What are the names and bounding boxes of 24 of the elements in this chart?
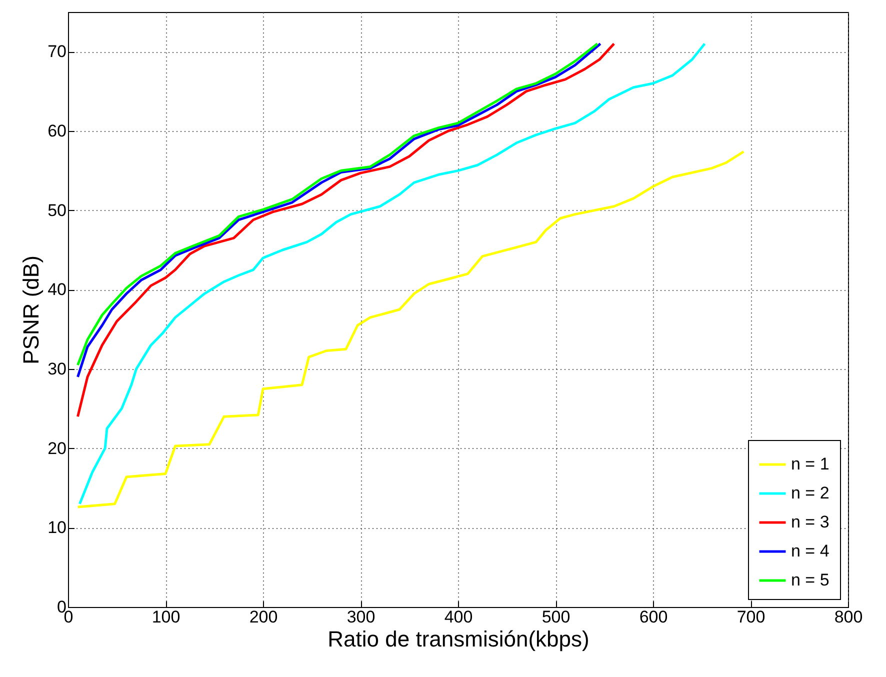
line-series [76,150,745,508]
x-tick-label: 700 [736,608,766,626]
x-tick-label: 200 [249,608,278,626]
x-tick-label: 300 [346,608,376,626]
y-tick-label: 60 [48,122,66,140]
x-tick-label: 500 [542,608,570,626]
x-tick-label: 800 [834,608,863,626]
x-axis-title: Ratio de transmisión(kbps) [328,626,590,652]
line-series [78,42,706,506]
legend-label: n = 1 [791,454,830,474]
x-tick-label: 600 [639,608,668,626]
y-tick-label: 40 [48,280,66,300]
y-tick-label: 50 [48,200,66,220]
y-axis-title: PSNR (dB) [18,256,44,364]
x-tick-label: 100 [152,608,180,626]
x-tick-label: 400 [444,608,473,626]
y-tick-label: 20 [48,438,66,458]
legend-label: n = 3 [791,512,830,532]
legend-label: n = 4 [791,542,830,560]
y-tick-label: 10 [48,518,66,538]
y-tick-label: 30 [48,360,66,378]
y-tick-label: 70 [48,42,66,62]
legend-label: n = 5 [791,570,830,590]
legend-label: n = 2 [791,484,830,502]
